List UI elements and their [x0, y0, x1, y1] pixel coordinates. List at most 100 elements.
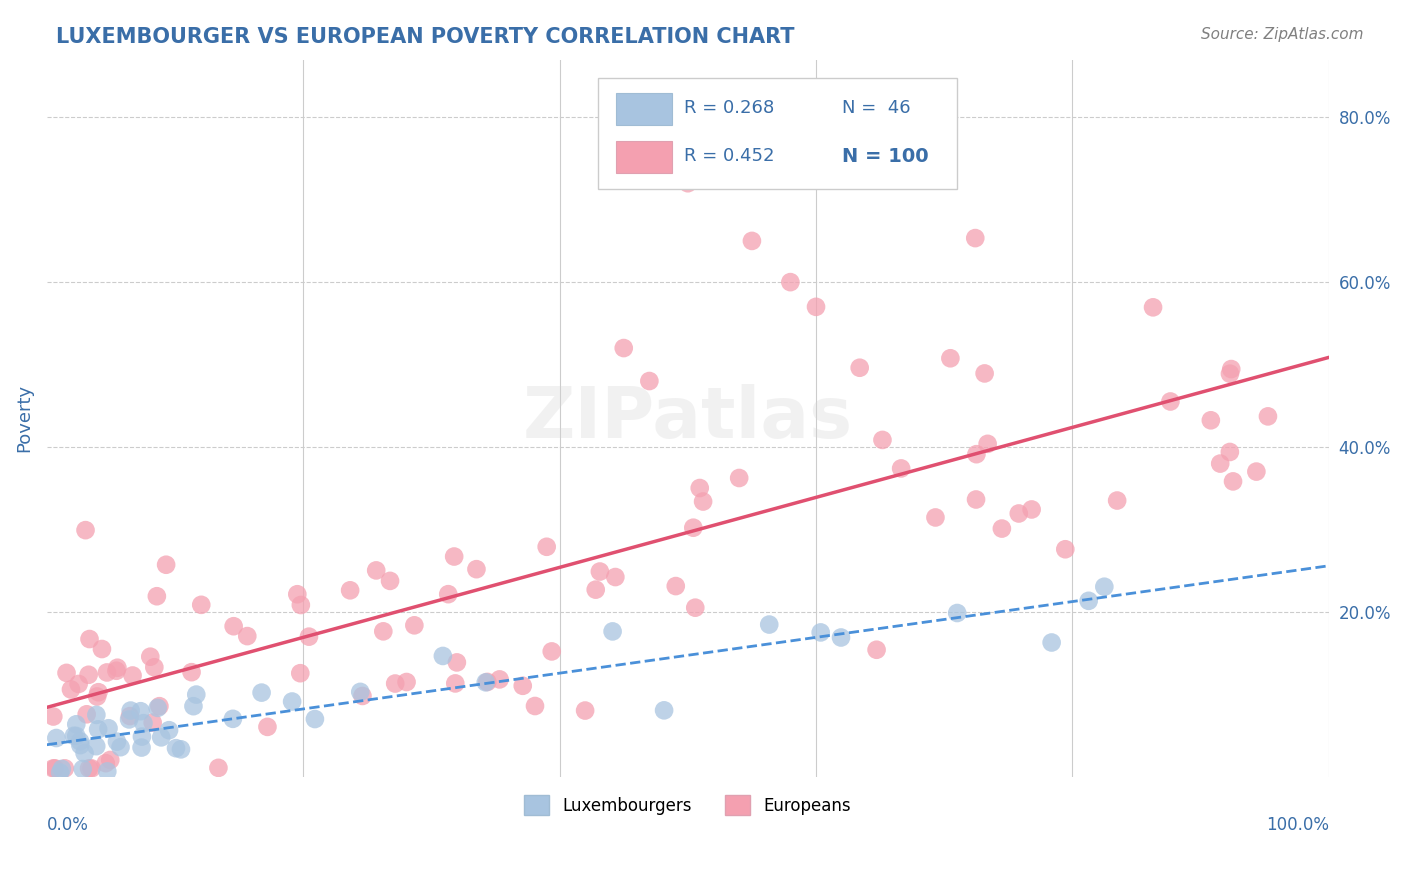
Point — [290, 598, 312, 612]
Point — [97, 721, 120, 735]
Text: N =  46: N = 46 — [842, 99, 910, 118]
Point — [94, 756, 117, 771]
Text: 0.0%: 0.0% — [46, 816, 89, 834]
Point — [65, 729, 87, 743]
Point — [250, 685, 273, 699]
Point — [443, 549, 465, 564]
Point — [49, 765, 72, 780]
Point — [758, 617, 780, 632]
Point — [965, 231, 987, 245]
Point — [810, 625, 832, 640]
Point — [207, 761, 229, 775]
Point — [69, 738, 91, 752]
Point — [404, 618, 426, 632]
FancyBboxPatch shape — [598, 78, 957, 189]
Point — [1040, 635, 1063, 649]
Text: LUXEMBOURGER VS EUROPEAN POVERTY CORRELATION CHART: LUXEMBOURGER VS EUROPEAN POVERTY CORRELA… — [56, 27, 794, 46]
Point — [991, 522, 1014, 536]
Point — [91, 642, 114, 657]
Point — [77, 761, 100, 775]
Point — [73, 746, 96, 760]
Text: ZIPatlas: ZIPatlas — [523, 384, 853, 452]
Point — [890, 461, 912, 475]
Text: R = 0.452: R = 0.452 — [683, 147, 775, 165]
Point — [180, 665, 202, 680]
Point — [298, 630, 321, 644]
Point — [366, 563, 388, 577]
Point — [536, 540, 558, 554]
Point — [304, 712, 326, 726]
Point — [150, 731, 173, 745]
Point — [65, 717, 87, 731]
Point — [142, 715, 165, 730]
Point — [946, 606, 969, 620]
Point — [432, 648, 454, 663]
Point — [190, 598, 212, 612]
Point — [118, 709, 141, 723]
Point — [1142, 301, 1164, 315]
Point — [146, 589, 169, 603]
Point — [465, 562, 488, 576]
Point — [689, 481, 711, 495]
Point — [540, 644, 562, 658]
Point — [395, 675, 418, 690]
Point — [84, 739, 107, 754]
Point — [444, 676, 467, 690]
Point — [1021, 502, 1043, 516]
Point — [384, 676, 406, 690]
Point — [110, 740, 132, 755]
Point — [186, 688, 208, 702]
Point — [1222, 475, 1244, 489]
Point — [139, 649, 162, 664]
Point — [682, 521, 704, 535]
Point — [965, 447, 987, 461]
Point — [1008, 507, 1031, 521]
Point — [105, 734, 128, 748]
Point — [1159, 394, 1181, 409]
Point — [72, 762, 94, 776]
Point — [87, 685, 110, 699]
Point — [1199, 413, 1222, 427]
Point — [129, 704, 152, 718]
Point — [349, 685, 371, 699]
Point — [976, 437, 998, 451]
Point — [939, 351, 962, 366]
Point — [121, 668, 143, 682]
Point — [285, 587, 308, 601]
Point — [86, 690, 108, 704]
FancyBboxPatch shape — [616, 141, 672, 173]
Point — [378, 574, 401, 588]
Point — [477, 675, 499, 690]
Point — [290, 666, 312, 681]
Point — [872, 433, 894, 447]
Point — [98, 753, 121, 767]
Point — [352, 689, 374, 703]
Point — [652, 703, 675, 717]
Point — [45, 731, 67, 745]
Point — [804, 300, 827, 314]
Point — [42, 761, 65, 775]
Point — [1220, 362, 1243, 376]
Point — [183, 699, 205, 714]
Point — [512, 679, 534, 693]
Point — [848, 360, 870, 375]
Point — [373, 624, 395, 639]
Point — [157, 723, 180, 738]
Point — [574, 704, 596, 718]
Point — [96, 665, 118, 680]
Point — [602, 624, 624, 639]
Point — [75, 523, 97, 537]
Point — [446, 656, 468, 670]
Point — [973, 367, 995, 381]
Point — [741, 234, 763, 248]
Point — [77, 667, 100, 681]
Point — [155, 558, 177, 572]
Point — [256, 720, 278, 734]
Point — [1219, 367, 1241, 381]
Point — [1257, 409, 1279, 424]
Point — [692, 494, 714, 508]
Point — [474, 675, 496, 690]
Point — [51, 762, 73, 776]
Point — [281, 694, 304, 708]
Point — [1092, 580, 1115, 594]
